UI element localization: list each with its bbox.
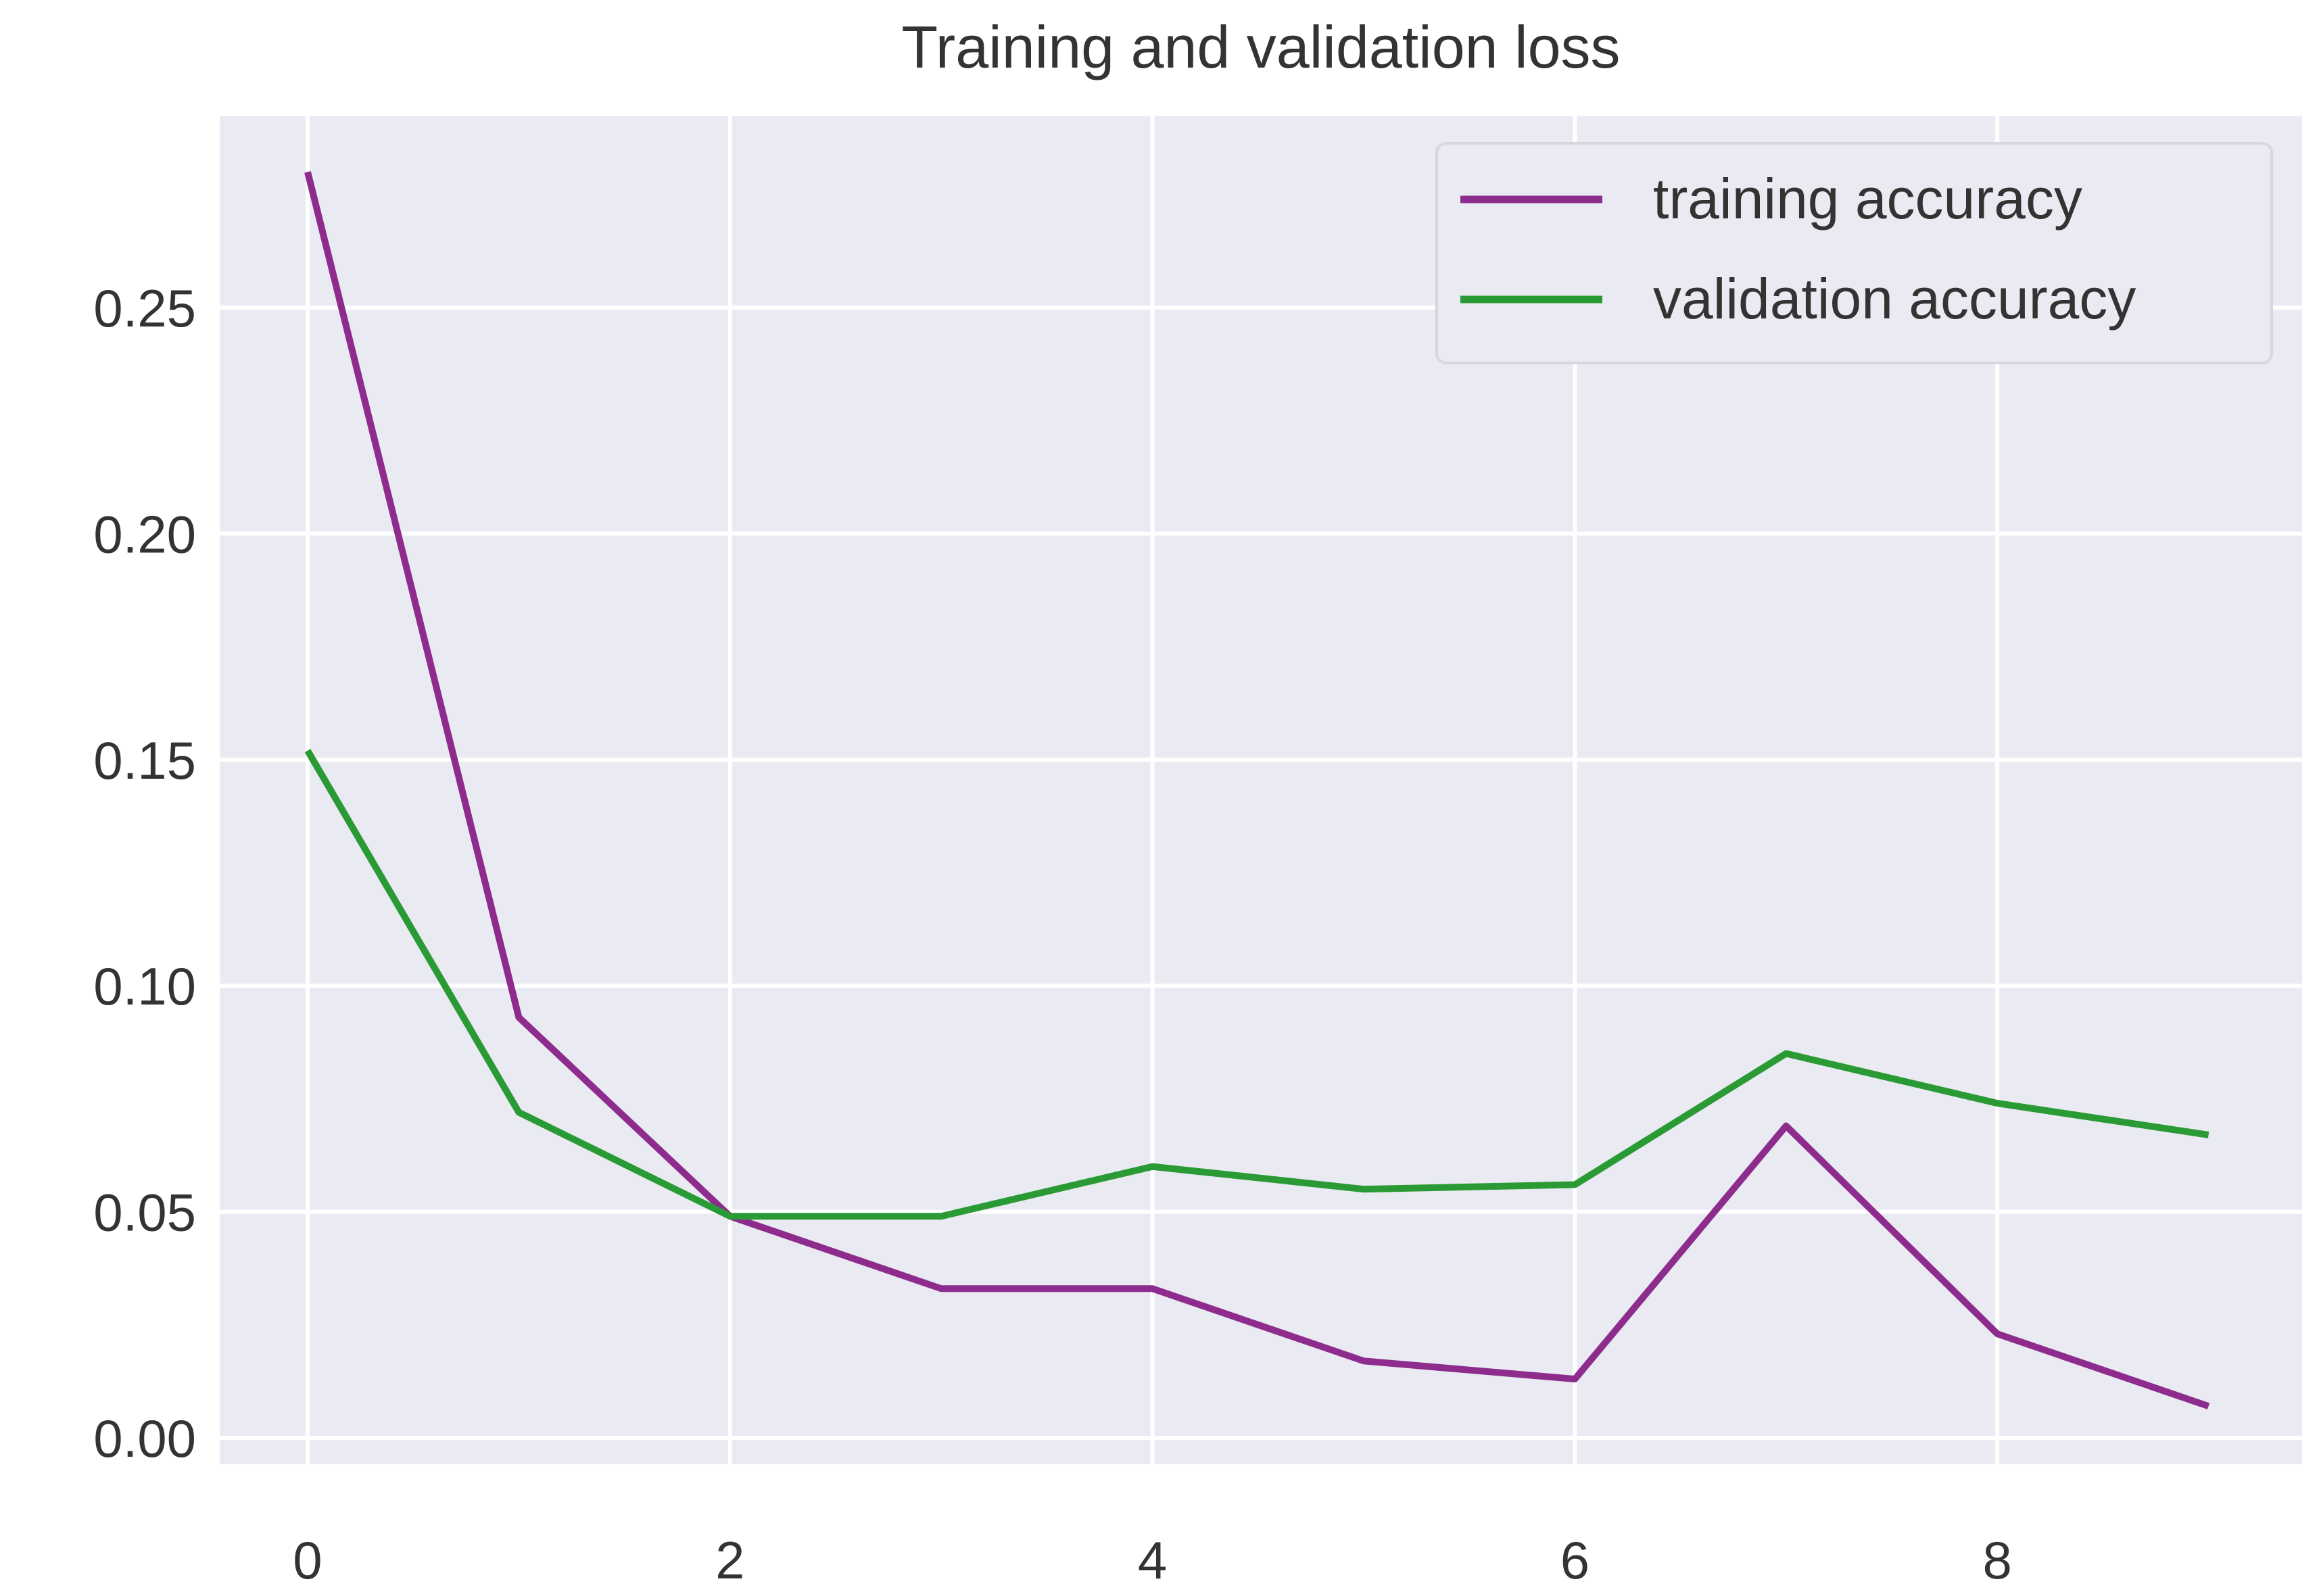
y-tick-label: 0.05	[93, 1183, 196, 1242]
series-line-training	[304, 171, 2210, 1409]
x-tick-label: 6	[1560, 1530, 1589, 1590]
y-tick-label: 0.10	[93, 957, 196, 1016]
chart-title: Training and validation loss	[901, 14, 1620, 80]
legend-label: validation accuracy	[1653, 267, 2136, 331]
legend-label: training accuracy	[1653, 167, 2082, 231]
y-tick-label: 0.15	[93, 731, 196, 790]
legend-box	[1435, 142, 2273, 364]
x-tick-label: 2	[715, 1530, 744, 1590]
x-tick-label: 4	[1138, 1530, 1167, 1590]
x-tick-label: 0	[293, 1530, 322, 1590]
y-tick-label: 0.25	[93, 279, 196, 338]
y-tick-label: 0.00	[93, 1409, 196, 1468]
series-line-validation	[304, 748, 2209, 1220]
y-tick-label: 0.20	[93, 504, 196, 564]
legend: training accuracy validation accuracy	[1435, 142, 2273, 364]
x-tick-label: 8	[1983, 1530, 2012, 1590]
